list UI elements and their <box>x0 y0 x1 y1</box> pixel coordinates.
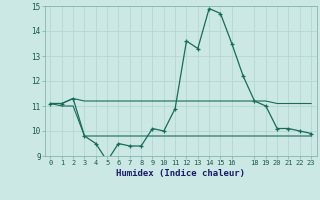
X-axis label: Humidex (Indice chaleur): Humidex (Indice chaleur) <box>116 169 245 178</box>
